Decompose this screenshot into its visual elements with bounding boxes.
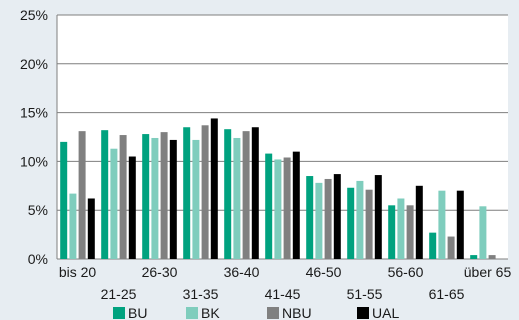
bar-bk-61-65 bbox=[438, 190, 446, 259]
bar-ual-51-55 bbox=[374, 175, 382, 259]
bar-bu-über-65 bbox=[470, 255, 478, 259]
bar-ual-56-60 bbox=[415, 185, 423, 259]
bar-nbu-36-40 bbox=[242, 131, 250, 259]
bar-ual-21-25 bbox=[128, 156, 136, 259]
bar-nbu-31-35 bbox=[201, 125, 209, 260]
bar-bu-61-65 bbox=[429, 232, 437, 259]
y-tick-label: 15% bbox=[20, 105, 48, 121]
bar-nbu-26-30 bbox=[160, 132, 168, 259]
bar-bu-41-45 bbox=[265, 153, 273, 259]
bar-nbu-bis-20 bbox=[78, 131, 86, 259]
bar-bu-bis-20 bbox=[60, 141, 68, 259]
bar-ual-bis-20 bbox=[87, 198, 95, 259]
bar-ual-46-50 bbox=[333, 174, 341, 259]
x-tick-label: 61-65 bbox=[429, 286, 465, 302]
bar-bk-21-25 bbox=[110, 148, 118, 259]
bar-ual-41-45 bbox=[292, 151, 300, 259]
x-tick-label: 21-25 bbox=[101, 286, 137, 302]
bar-bu-31-35 bbox=[183, 127, 191, 260]
bar-nbu-56-60 bbox=[406, 205, 414, 259]
bar-bk-41-45 bbox=[274, 159, 282, 259]
bar-bu-51-55 bbox=[347, 187, 355, 259]
bar-ual-36-40 bbox=[251, 127, 259, 260]
bar-bk-36-40 bbox=[233, 137, 241, 259]
legend-swatch-ual bbox=[357, 307, 369, 319]
x-tick-label: über 65 bbox=[464, 264, 512, 280]
bar-nbu-41-45 bbox=[283, 157, 291, 259]
bar-bk-46-50 bbox=[315, 182, 323, 259]
bar-ual-31-35 bbox=[210, 118, 218, 260]
legend-label-ual: UAL bbox=[372, 305, 399, 320]
legend-swatch-nbu bbox=[267, 307, 279, 319]
x-tick-label: 26-30 bbox=[142, 264, 178, 280]
y-tick-label: 10% bbox=[20, 153, 48, 169]
y-tick-label: 20% bbox=[20, 56, 48, 72]
bar-bk-26-30 bbox=[151, 137, 159, 259]
bar-bu-36-40 bbox=[224, 129, 232, 259]
y-tick-label: 25% bbox=[20, 7, 48, 23]
bar-nbu-51-55 bbox=[365, 189, 373, 259]
x-tick-label: 46-50 bbox=[306, 264, 342, 280]
bar-ual-61-65 bbox=[456, 190, 464, 259]
legend-swatch-bu bbox=[113, 307, 125, 319]
bar-bu-46-50 bbox=[306, 176, 314, 259]
bar-nbu-46-50 bbox=[324, 178, 332, 259]
x-tick-label: 56-60 bbox=[388, 264, 424, 280]
y-tick-label: 5% bbox=[28, 202, 48, 218]
bar-bk-über-65 bbox=[479, 206, 487, 259]
x-tick-label: 51-55 bbox=[347, 286, 383, 302]
bar-bk-56-60 bbox=[397, 198, 405, 259]
legend-label-bk: BK bbox=[201, 305, 220, 320]
bar-bu-56-60 bbox=[388, 205, 396, 259]
x-tick-label: 41-45 bbox=[265, 286, 301, 302]
legend-label-nbu: NBU bbox=[282, 305, 312, 320]
y-tick-label: 0% bbox=[28, 251, 48, 267]
bar-bk-51-55 bbox=[356, 180, 364, 259]
bar-nbu-über-65 bbox=[488, 255, 496, 259]
x-tick-label: 31-35 bbox=[183, 286, 219, 302]
legend-swatch-bk bbox=[186, 307, 198, 319]
x-tick-label: 36-40 bbox=[224, 264, 260, 280]
bar-ual-26-30 bbox=[169, 139, 177, 259]
bar-bu-26-30 bbox=[142, 134, 150, 259]
bar-nbu-21-25 bbox=[119, 135, 127, 259]
legend-label-bu: BU bbox=[128, 305, 147, 320]
bar-bk-31-35 bbox=[192, 139, 200, 259]
bar-bk-bis-20 bbox=[69, 193, 77, 259]
x-tick-label: bis 20 bbox=[59, 264, 97, 280]
bar-bu-21-25 bbox=[101, 130, 109, 259]
bar-nbu-61-65 bbox=[447, 236, 455, 259]
